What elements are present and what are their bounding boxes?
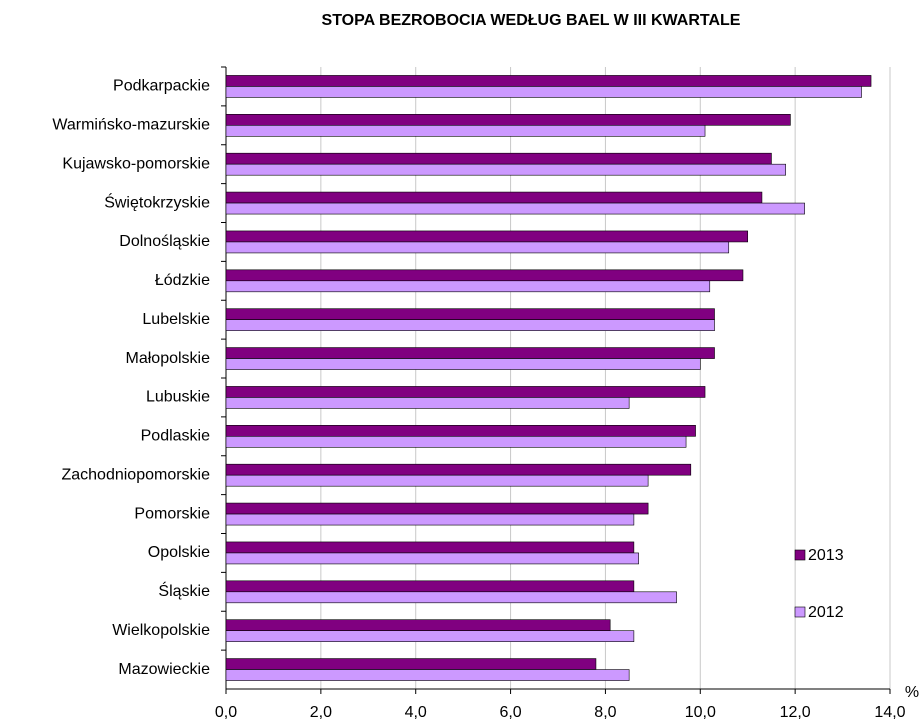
- y-tick-label: Opolskie: [148, 544, 210, 561]
- y-tick-label: Lubuskie: [146, 389, 210, 406]
- bar: [225, 669, 630, 681]
- legend-swatch: [794, 549, 806, 561]
- x-tick-label: 0,0: [215, 704, 237, 721]
- bar: [225, 541, 635, 554]
- chart-title: STOPA BEZROBOCIA WEDŁUG BAEL W III KWART…: [322, 12, 741, 29]
- bar: [225, 397, 630, 409]
- bar: [225, 308, 715, 320]
- bar: [225, 463, 692, 476]
- x-tick-label: 2,0: [310, 704, 332, 721]
- bar: [225, 347, 715, 359]
- bar: [225, 230, 749, 243]
- bar: [225, 630, 635, 642]
- bar: [225, 86, 862, 98]
- bar: [225, 474, 649, 487]
- y-tick-label: Dolnośląskie: [119, 233, 210, 250]
- y-tick-label: Małopolskie: [126, 350, 211, 367]
- bar: [225, 114, 791, 126]
- legend-swatch: [794, 606, 806, 618]
- bar: [225, 280, 711, 293]
- bar: [225, 269, 744, 282]
- legend-label: 2012: [808, 604, 844, 621]
- bar: [225, 552, 639, 565]
- x-tick-label: 6,0: [499, 704, 521, 721]
- bar: [225, 425, 696, 437]
- bar: [225, 619, 611, 631]
- y-tick-label: Łódzkie: [155, 272, 210, 289]
- y-tick-label: Podkarpackie: [113, 78, 210, 95]
- bar: [225, 163, 786, 176]
- x-axis-label: %: [905, 684, 919, 701]
- y-tick-label: Zachodniopomorskie: [61, 466, 210, 483]
- bar: [225, 358, 701, 370]
- bar: [225, 513, 635, 526]
- bar: [225, 191, 763, 204]
- bar: [225, 580, 635, 593]
- y-tick-label: Wielkopolskie: [112, 622, 210, 639]
- x-tick-label: 14,0: [874, 704, 905, 721]
- bar: [225, 319, 715, 331]
- bar: [225, 591, 677, 604]
- legend-label: 2013: [808, 547, 844, 564]
- y-tick-label: Podlaskie: [141, 428, 210, 445]
- y-tick-label: Warmińsko-mazurskie: [52, 117, 210, 134]
- x-tick-label: 12,0: [780, 704, 811, 721]
- bar: [225, 125, 706, 137]
- bar: [225, 75, 872, 87]
- x-tick-label: 4,0: [405, 704, 427, 721]
- y-tick-label: Śląskie: [158, 581, 210, 600]
- y-tick-label: Lubelskie: [142, 311, 210, 328]
- x-tick-label: 8,0: [594, 704, 616, 721]
- y-tick-label: Świętokrzyskie: [104, 192, 210, 211]
- y-tick-label: Mazowieckie: [118, 661, 210, 678]
- bar: [225, 502, 649, 515]
- y-tick-label: Pomorskie: [134, 505, 210, 522]
- bar: [225, 202, 805, 215]
- bar: [225, 241, 730, 254]
- y-tick-label: Kujawsko-pomorskie: [62, 155, 210, 172]
- x-tick-label: 10,0: [685, 704, 716, 721]
- bar: [225, 152, 772, 165]
- bar: [225, 386, 706, 398]
- bar: [225, 658, 597, 670]
- bar: [225, 436, 687, 448]
